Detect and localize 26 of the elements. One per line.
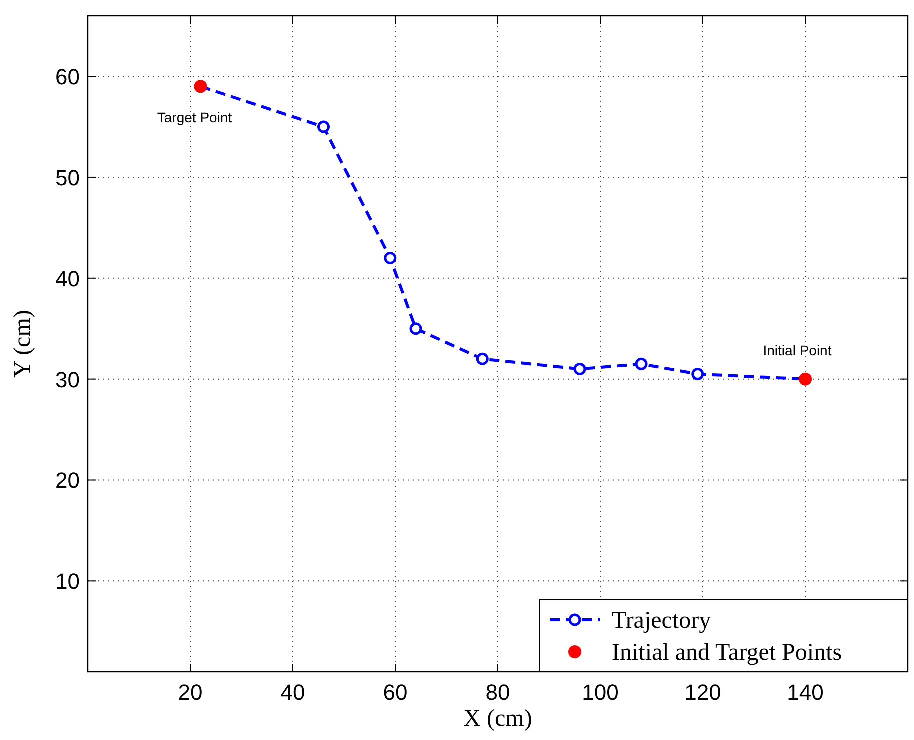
point <box>635 358 648 370</box>
y-tick-label: 20 <box>56 468 80 494</box>
y-tick-label: 60 <box>56 64 80 90</box>
x-tick-label: 80 <box>486 680 510 705</box>
point <box>574 362 586 376</box>
x-tick-label: 100 <box>582 680 619 705</box>
x-tick-label: 40 <box>280 680 306 705</box>
point <box>318 120 330 134</box>
point <box>476 352 489 366</box>
annotation: Target Point <box>157 110 232 126</box>
annotation: Initial Point <box>763 342 832 358</box>
legend-label: Trajectory <box>612 608 712 634</box>
x-tick-label: 20 <box>178 680 203 705</box>
point <box>692 368 704 381</box>
y-tick-label: 30 <box>56 367 80 392</box>
x-axis-title: X (cm) <box>464 706 532 732</box>
legend-label: Initial and Target Points <box>612 640 842 666</box>
point <box>410 322 422 336</box>
x-tick-label: 60 <box>383 680 408 705</box>
x-tick-label: 120 <box>684 680 722 705</box>
y-tick-label: 50 <box>56 165 80 190</box>
y-axis-title: Y (cm) <box>10 310 36 378</box>
point <box>384 252 397 264</box>
x-tick-label: 140 <box>787 680 824 705</box>
y-tick-label: 40 <box>56 266 80 292</box>
y-tick-label: 10 <box>56 569 80 594</box>
